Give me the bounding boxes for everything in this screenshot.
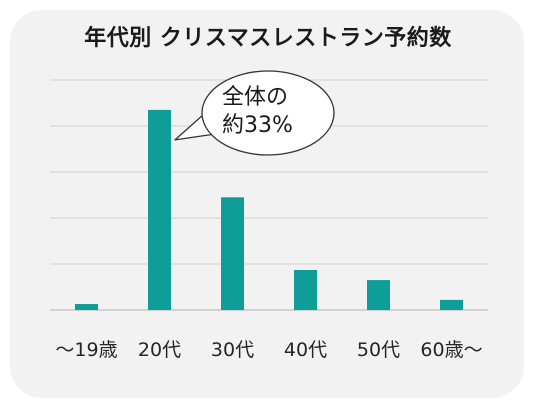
bar-2 <box>148 109 171 311</box>
bar-3 <box>221 197 244 310</box>
x-tick-label: 30代 <box>210 339 255 361</box>
callout-ellipse <box>201 70 335 156</box>
x-tick-label: ～19歳 <box>55 339 118 361</box>
x-tick-label: 20代 <box>137 339 182 361</box>
x-tick-label: 50代 <box>356 339 401 361</box>
bar-5 <box>367 280 390 310</box>
bar-4 <box>294 269 317 310</box>
callout-seam <box>213 105 232 130</box>
bars <box>75 109 463 311</box>
x-tick-label: 40代 <box>283 339 328 361</box>
bar-6 <box>440 299 463 310</box>
callout-text: 全体の 約33% <box>222 84 320 140</box>
x-tick-label: 60歳～ <box>420 339 483 361</box>
bar-1 <box>75 304 98 310</box>
callout-bubble <box>174 70 335 156</box>
callout-line-1: 全体の <box>222 85 289 110</box>
chart-title: 年代別 クリスマスレストラン予約数 <box>84 26 452 51</box>
callout-line-2: 約33% <box>222 113 293 138</box>
